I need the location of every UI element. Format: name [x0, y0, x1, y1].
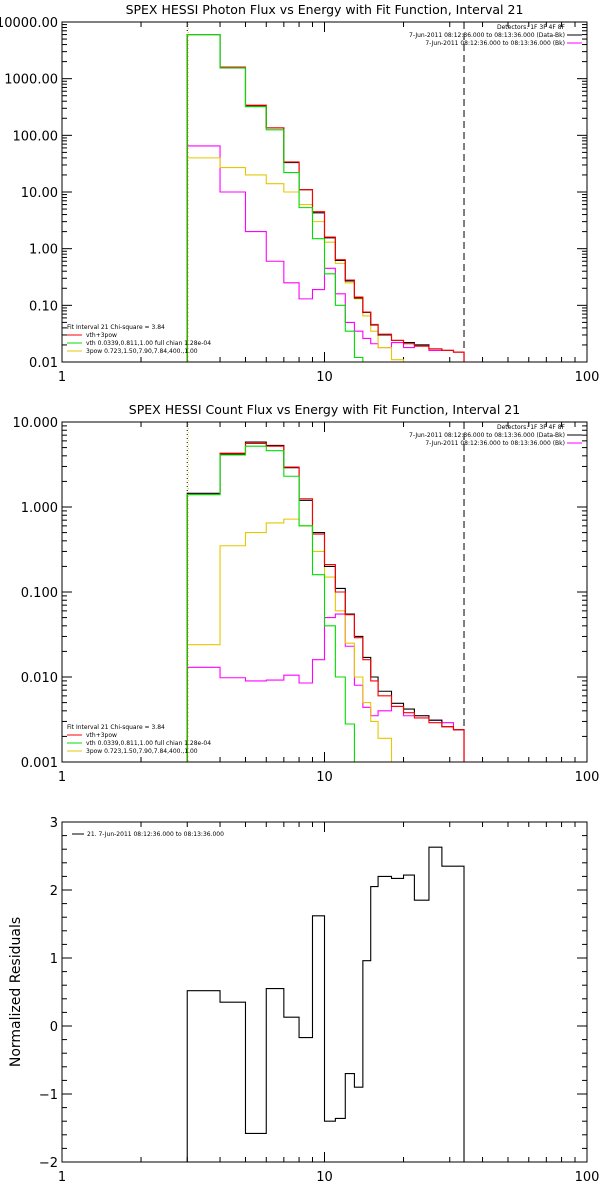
series-line-background: [186, 145, 465, 362]
chart-panel-2: SPEX HESSI Count Flux vs Energy with Fit…: [13, 402, 600, 785]
x-tick-label: 1: [58, 1170, 66, 1185]
series-line-vth-3pow: [186, 442, 465, 762]
legend-entry: vth+3pow: [86, 332, 117, 339]
y-tick-label: −2: [39, 1156, 58, 1171]
y-tick-label: 1.000: [21, 501, 58, 516]
plot-frame: [61, 21, 588, 363]
y-tick-label: 3: [50, 816, 58, 831]
y-tick-label: 10000.00: [0, 16, 58, 31]
legend-entry: vth 0.0339,0.811,1.00 full chian 1.28e-0…: [86, 340, 211, 347]
chart-title: SPEX HESSI Photon Flux vs Energy with Fi…: [126, 2, 524, 17]
x-tick-label: 100: [575, 370, 600, 385]
legend-entry: 7-Jun-2011 08:12:36.000 to 08:13:36.000 …: [409, 432, 565, 439]
y-tick-label: 0.01: [29, 356, 58, 371]
legend-top-right: Detectors: 1F 3F 4F 8F7-Jun-2011 08:12:3…: [409, 424, 582, 447]
plot-frame: [61, 821, 588, 1163]
legend-bottom-left: Fit Interval 21 Chi-square = 3.84vth+3po…: [67, 324, 211, 355]
x-tick-label: 10: [316, 770, 333, 785]
plot-area: [186, 22, 465, 362]
chart-title: SPEX HESSI Count Flux vs Energy with Fit…: [129, 402, 520, 417]
legend-entry: 21. 7-Jun-2011 08:12:36.000 to 08:13:36.…: [87, 831, 224, 838]
legend-entry: Detectors: 1F 3F 4F 8F: [497, 24, 566, 31]
plot-area: [186, 846, 465, 1162]
legend-entry: 7-Jun-2011 08:12:36.000 to 08:13:36.000 …: [425, 440, 565, 447]
plot-frame: [61, 421, 588, 763]
chart-panel-3: Normalized Residuals 1 10 100 −2 −1 0 1 2 3 21. 7-…: [8, 816, 599, 1185]
series-line-vth-3pow: [186, 34, 465, 362]
y-tick-label: 0: [50, 1020, 58, 1035]
x-tick-label: 100: [575, 1170, 600, 1185]
y-tick-label: 10.000: [13, 416, 59, 431]
legend-top-right: Detectors: 1F 3F 4F 8F7-Jun-2011 08:12:3…: [409, 24, 582, 47]
legend-residuals: 21. 7-Jun-2011 08:12:36.000 to 08:13:36.…: [72, 831, 224, 838]
series-line-data-minus-bk: [186, 34, 465, 362]
legend-title: Fit Interval 21 Chi-square = 3.84: [67, 324, 165, 331]
x-tick-label: 1: [58, 370, 66, 385]
y-tick-label: 1000.00: [4, 73, 58, 88]
legend-entry: 7-Jun-2011 08:12:36.000 to 08:13:36.000 …: [409, 32, 565, 39]
y-axis: 0.001 0.010 0.100 1.000 10.000: [13, 416, 587, 771]
y-axis: 0.01 0.10 1.00 10.00 100.00 1000.00 10000.00: [0, 16, 587, 371]
chart-panel-1: SPEX HESSI Photon Flux vs Energy with Fi…: [0, 2, 599, 385]
legend-entry: 7-Jun-2011 08:12:36.000 to 08:13:36.000 …: [425, 40, 565, 47]
series-line-vth: [186, 445, 465, 762]
y-tick-label: 1.00: [29, 243, 58, 258]
x-axis: 1 10 100: [58, 822, 600, 1185]
series-line-background: [186, 613, 465, 762]
legend-entry: 3pow 0.723,1.50,7.90,7.84,400.,1.00: [86, 748, 198, 755]
y-tick-label: 0.001: [21, 756, 58, 771]
y-axis: −2 −1 0 1 2 3: [39, 816, 587, 1171]
x-tick-label: 100: [575, 770, 600, 785]
y-tick-label: 2: [50, 884, 58, 899]
legend-bottom-left: Fit Interval 21 Chi-square = 3.84vth+3po…: [67, 724, 211, 755]
legend-entry: Detectors: 1F 3F 4F 8F: [497, 424, 566, 431]
x-tick-label: 1: [58, 770, 66, 785]
x-tick-label: 10: [316, 1170, 333, 1185]
y-axis-label: Normalized Residuals: [8, 917, 24, 1067]
plot-area: [186, 422, 465, 762]
y-tick-label: 10.00: [21, 186, 58, 201]
series-line-21-7-jun-2011-08-12-36-000-to-08-13-36-000: [186, 846, 465, 1162]
legend-entry: 3pow 0.723,1.50,7.90,7.84,400.,1.00: [86, 348, 198, 355]
x-tick-label: 10: [316, 370, 333, 385]
series-line-3pow: [186, 157, 465, 362]
y-tick-label: 0.010: [21, 671, 58, 686]
y-tick-label: 100.00: [13, 129, 59, 144]
legend-entry: vth+3pow: [86, 732, 117, 739]
legend-entry: vth 0.0339,0.811,1.00 full chian 1.28e-0…: [86, 740, 211, 747]
series-line-3pow: [186, 518, 465, 762]
y-tick-label: −1: [39, 1088, 58, 1103]
series-line-vth: [186, 34, 465, 362]
y-tick-label: 1: [50, 952, 58, 967]
legend-title: Fit Interval 21 Chi-square = 3.84: [67, 724, 165, 731]
y-tick-label: 0.10: [29, 299, 58, 314]
y-tick-label: 0.100: [21, 586, 58, 601]
